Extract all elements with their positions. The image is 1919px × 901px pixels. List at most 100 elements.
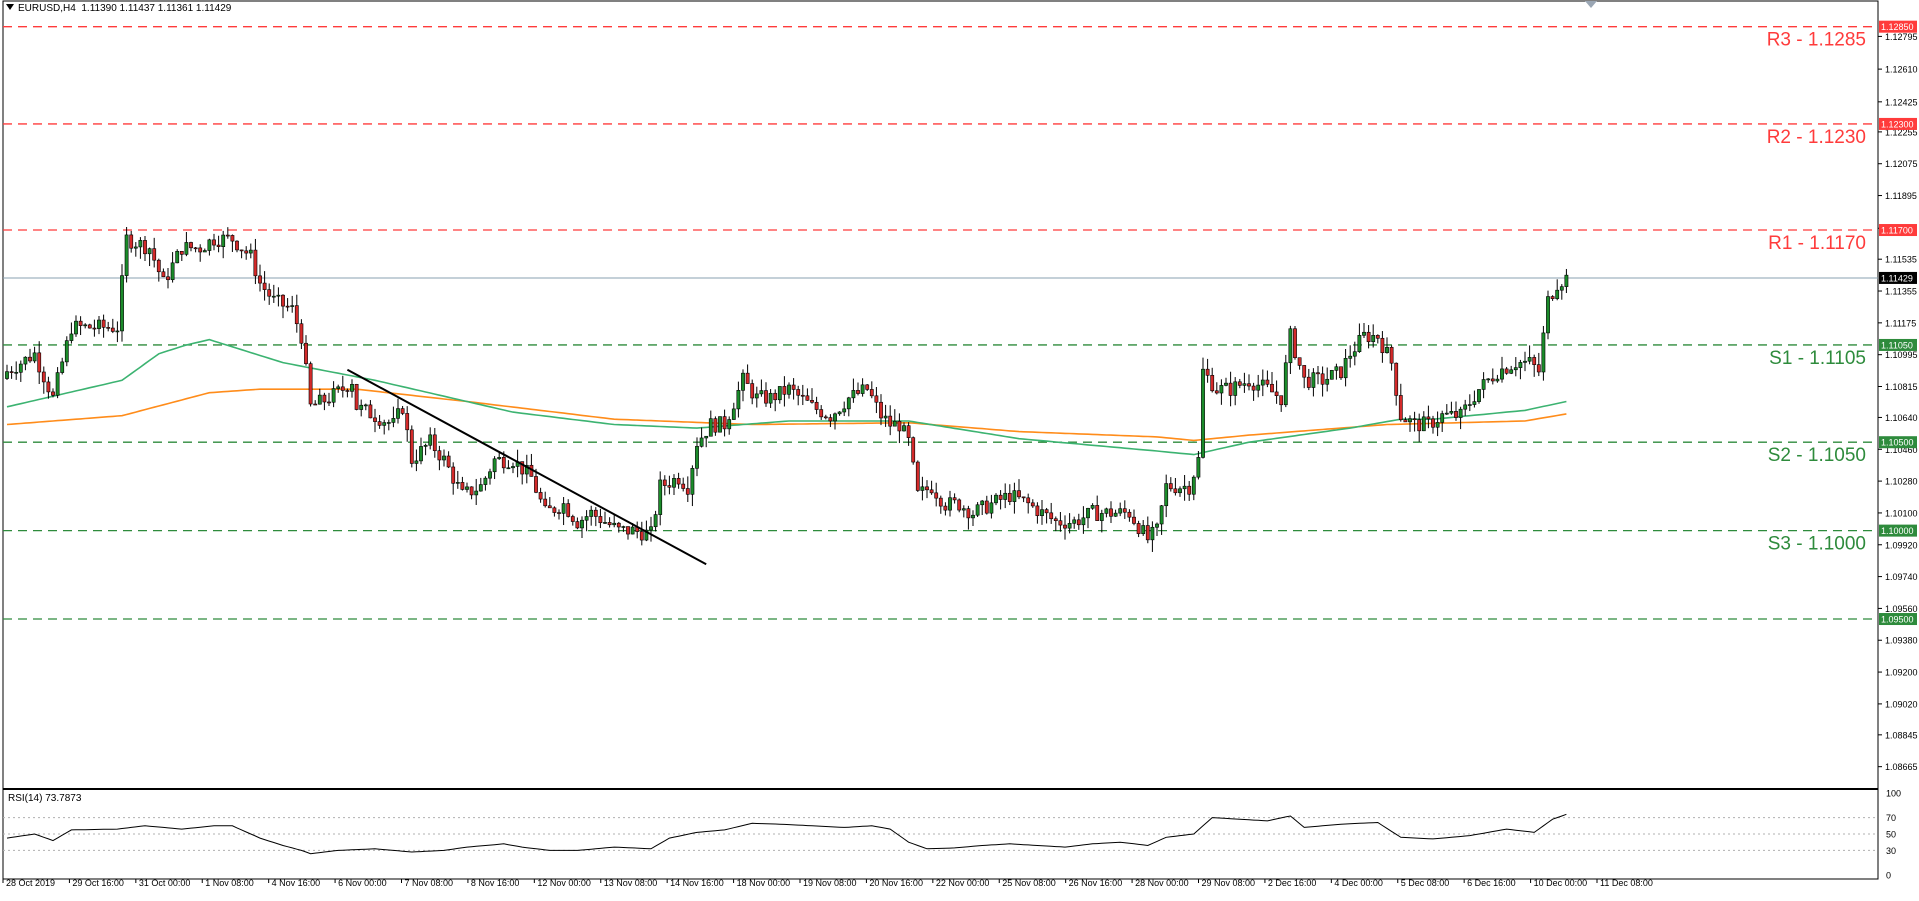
time-tick-label: 13 Nov 08:00	[604, 878, 658, 888]
bear-candle	[911, 437, 916, 463]
bull-candle	[207, 239, 212, 251]
bear-candle	[782, 386, 787, 395]
bull-candle	[1233, 381, 1238, 396]
bull-candle	[202, 250, 207, 253]
bear-candle	[258, 275, 262, 284]
bear-candle	[281, 294, 285, 307]
time-tick-label: 11 Dec 08:00	[1600, 878, 1653, 888]
time-tick-label: 12 Nov 00:00	[537, 878, 591, 888]
bull-candle	[1334, 366, 1339, 371]
bull-candle	[690, 468, 695, 495]
dropdown-triangle-icon[interactable]	[6, 4, 14, 10]
bull-candle	[382, 422, 387, 426]
bear-candle	[1063, 524, 1067, 529]
bear-candle	[92, 327, 97, 330]
bull-candle	[138, 240, 143, 248]
time-tick-label: 1 Nov 08:00	[205, 878, 254, 888]
bull-candle	[1449, 411, 1454, 414]
bull-candle	[1242, 383, 1247, 386]
price-tag	[1879, 524, 1917, 537]
bear-candle	[156, 259, 161, 273]
bear-candle	[616, 522, 621, 528]
bear-candle	[143, 240, 147, 255]
bear-candle	[244, 250, 249, 254]
bear-candle	[1274, 391, 1279, 396]
bull-candle	[777, 386, 782, 401]
bull-candle	[1224, 382, 1228, 386]
bull-candle	[14, 371, 19, 374]
bull-candle	[768, 392, 773, 404]
bear-candle	[828, 417, 833, 422]
rsi-tick-label: 70	[1886, 813, 1896, 823]
bull-candle	[731, 408, 736, 420]
bear-candle	[405, 413, 410, 431]
bear-candle	[1394, 362, 1399, 396]
bull-candle	[1343, 358, 1348, 379]
bull-candle	[1072, 519, 1077, 524]
bear-candle	[262, 282, 267, 290]
bear-candle	[856, 390, 860, 394]
bull-candle	[1546, 296, 1550, 334]
rsi-tick-label: 30	[1886, 846, 1896, 856]
bear-candle	[1049, 512, 1054, 520]
bull-candle	[1191, 476, 1196, 495]
bull-candle	[391, 418, 396, 423]
bull-candle	[708, 418, 713, 437]
bear-candle	[1550, 296, 1555, 299]
bull-candle	[980, 500, 985, 506]
bear-candle	[796, 389, 801, 396]
time-tick-label: 18 Nov 00:00	[737, 878, 791, 888]
bull-candle	[1458, 408, 1463, 418]
bear-candle	[1044, 509, 1049, 514]
bull-candle	[644, 529, 649, 541]
bull-candle	[488, 471, 492, 479]
bull-candle	[1527, 357, 1532, 362]
bull-candle	[18, 363, 23, 373]
downtrend-line	[346, 368, 707, 566]
bear-candle	[915, 461, 920, 491]
bear-candle	[552, 507, 557, 513]
bear-candle	[713, 418, 718, 433]
bear-candle	[409, 429, 414, 464]
bull-candle	[658, 479, 663, 515]
bear-candle	[874, 395, 879, 403]
bull-candle	[74, 320, 78, 335]
bull-candle	[1003, 492, 1008, 500]
bull-candle	[842, 408, 847, 413]
bear-candle	[460, 482, 465, 490]
bull-candle	[1012, 490, 1017, 502]
bear-candle	[1109, 508, 1113, 517]
time-tick-label: 19 Nov 08:00	[803, 878, 857, 888]
bear-candle	[1426, 416, 1431, 420]
bear-candle	[432, 434, 437, 452]
bear-candle	[239, 249, 244, 252]
bear-candle	[1237, 381, 1242, 386]
time-tick-label: 28 Nov 00:00	[1135, 878, 1189, 888]
bull-candle	[221, 234, 226, 247]
bear-candle	[667, 485, 672, 488]
bull-candle	[920, 486, 925, 491]
bear-candle	[1536, 364, 1541, 373]
bull-candle	[1150, 526, 1155, 541]
bull-candle	[1518, 362, 1523, 368]
bull-candle	[1523, 360, 1527, 363]
bull-candle	[1196, 457, 1201, 478]
bear-candle	[722, 416, 727, 430]
bull-candle	[524, 464, 529, 475]
rsi-tick-label: 50	[1886, 830, 1896, 840]
time-tick-label: 29 Oct 16:00	[72, 878, 124, 888]
price-tag-label: 1.11050	[1881, 340, 1913, 350]
bear-candle	[938, 497, 943, 507]
resistance-level-label: R1 - 1.1170	[1768, 233, 1866, 254]
price-tick-label: 1.11895	[1885, 191, 1917, 201]
scroll-marker-icon[interactable]	[1585, 1, 1597, 8]
current-price-tag	[1879, 271, 1917, 284]
bear-candle	[1270, 383, 1274, 393]
bear-candle	[607, 522, 612, 526]
bear-candle	[1132, 516, 1136, 524]
bear-candle	[1145, 525, 1150, 541]
bull-candle	[492, 458, 497, 473]
bull-candle	[695, 446, 699, 469]
bull-candle	[1329, 370, 1334, 380]
bull-candle	[83, 324, 88, 327]
